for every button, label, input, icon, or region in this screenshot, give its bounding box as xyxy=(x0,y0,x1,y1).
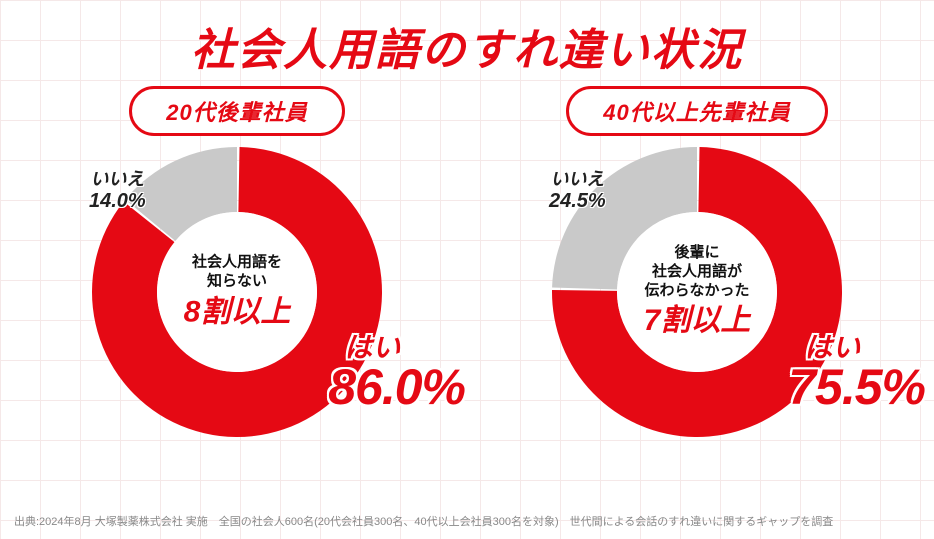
no-pct: 24.5% xyxy=(549,190,606,212)
center-big: 7割以上 xyxy=(617,302,777,340)
center-left: 社会人用語を 知らない 8割以上 xyxy=(157,254,317,331)
yes-pct: 75.5% xyxy=(788,359,925,415)
center-line: 社会人用語が xyxy=(617,263,777,282)
center-big: 8割以上 xyxy=(157,293,317,331)
center-line: 社会人用語を xyxy=(157,254,317,273)
center-right: 後輩に 社会人用語が 伝わらなかった 7割以上 xyxy=(617,244,777,340)
yes-pct: 86.0% xyxy=(328,359,465,415)
badge-right: 40代以上先輩社員 xyxy=(566,86,827,136)
yes-text: はい xyxy=(344,334,465,362)
no-text: いいえ xyxy=(90,169,144,189)
yes-label-left: はい 86.0% xyxy=(328,334,465,412)
center-line: 伝わらなかった xyxy=(617,282,777,301)
chart-left: 20代後輩社員 いいえ 14.0% 社会人用語を 知らない 8割以上 はい 86… xyxy=(67,86,407,442)
no-label-right: いいえ 24.5% xyxy=(549,170,606,212)
donut-right: いいえ 24.5% 後輩に 社会人用語が 伝わらなかった 7割以上 はい 75.… xyxy=(547,142,847,442)
center-line: 知らない xyxy=(157,272,317,291)
donut-left: いいえ 14.0% 社会人用語を 知らない 8割以上 はい 86.0% xyxy=(87,142,387,442)
charts-row: 20代後輩社員 いいえ 14.0% 社会人用語を 知らない 8割以上 はい 86… xyxy=(0,86,934,442)
page-title: 社会人用語のすれ違い状況 xyxy=(0,14,934,78)
center-line: 後輩に xyxy=(617,244,777,263)
no-label-left: いいえ 14.0% xyxy=(89,170,146,212)
badge-left: 20代後輩社員 xyxy=(129,86,344,136)
yes-label-right: はい 75.5% xyxy=(788,334,925,412)
yes-text: はい xyxy=(804,334,925,362)
footnote: 出典:2024年8月 大塚製薬株式会社 実施 全国の社会人600名(20代会社員… xyxy=(14,513,920,529)
chart-right: 40代以上先輩社員 いいえ 24.5% 後輩に 社会人用語が 伝わらなかった 7… xyxy=(527,86,867,442)
no-text: いいえ xyxy=(550,169,604,189)
no-pct: 14.0% xyxy=(89,190,146,212)
